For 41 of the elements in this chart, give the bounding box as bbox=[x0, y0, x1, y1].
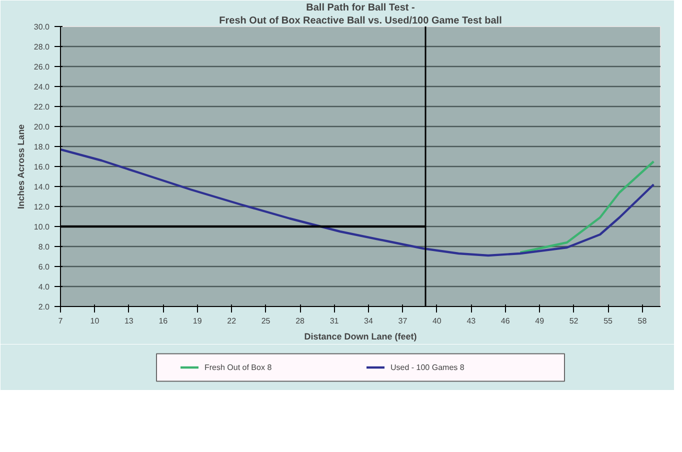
y-tick-label: 8.0 bbox=[38, 242, 50, 252]
y-tick-label: 18.0 bbox=[34, 142, 50, 152]
legend-label: Used - 100 Games 8 bbox=[390, 363, 465, 372]
chart-title: Ball Path for Ball Test - bbox=[306, 2, 415, 14]
x-tick-label: 46 bbox=[500, 316, 510, 326]
y-tick-label: 16.0 bbox=[34, 162, 50, 172]
y-tick-label: 12.0 bbox=[34, 202, 50, 212]
x-tick-label: 40 bbox=[432, 316, 442, 326]
x-tick-label: 55 bbox=[604, 316, 614, 326]
x-tick-label: 49 bbox=[535, 316, 545, 326]
y-axis-title: Inches Across Lane bbox=[16, 124, 26, 210]
x-tick-label: 52 bbox=[569, 316, 579, 326]
y-tick-label: 24.0 bbox=[34, 82, 50, 92]
x-tick-label: 31 bbox=[330, 316, 340, 326]
x-tick-label: 22 bbox=[227, 316, 237, 326]
y-tick-label: 4.0 bbox=[38, 282, 50, 292]
x-tick-label: 58 bbox=[638, 316, 648, 326]
y-tick-label: 30.0 bbox=[34, 22, 50, 32]
y-tick-label: 10.0 bbox=[34, 222, 50, 232]
y-tick-label: 22.0 bbox=[34, 102, 50, 112]
y-tick-label: 6.0 bbox=[38, 262, 50, 272]
x-tick-label: 34 bbox=[364, 316, 374, 326]
x-tick-label: 10 bbox=[90, 316, 100, 326]
chart-subtitle: Fresh Out of Box Reactive Ball vs. Used/100 Game Test ball bbox=[219, 16, 502, 26]
x-tick-label: 16 bbox=[158, 316, 168, 326]
y-tick-label: 28.0 bbox=[34, 42, 50, 52]
y-tick-label: 2.0 bbox=[38, 302, 50, 312]
x-tick-label: 13 bbox=[124, 316, 134, 326]
y-tick-label: 20.0 bbox=[34, 122, 50, 132]
y-tick-label: 14.0 bbox=[34, 182, 50, 192]
x-tick-label: 28 bbox=[296, 316, 306, 326]
y-tick-label: 26.0 bbox=[34, 62, 50, 72]
x-tick-label: 25 bbox=[261, 316, 271, 326]
legend-label: Fresh Out of Box 8 bbox=[204, 363, 272, 372]
line-series bbox=[519, 160, 655, 254]
line-series bbox=[60, 148, 655, 257]
x-tick-label: 43 bbox=[466, 316, 476, 326]
x-tick-label: 19 bbox=[192, 316, 202, 326]
x-tick-label: 37 bbox=[398, 316, 408, 326]
x-axis-title: Distance Down Lane (feet) bbox=[304, 332, 417, 342]
x-tick-label: 7 bbox=[58, 316, 64, 326]
